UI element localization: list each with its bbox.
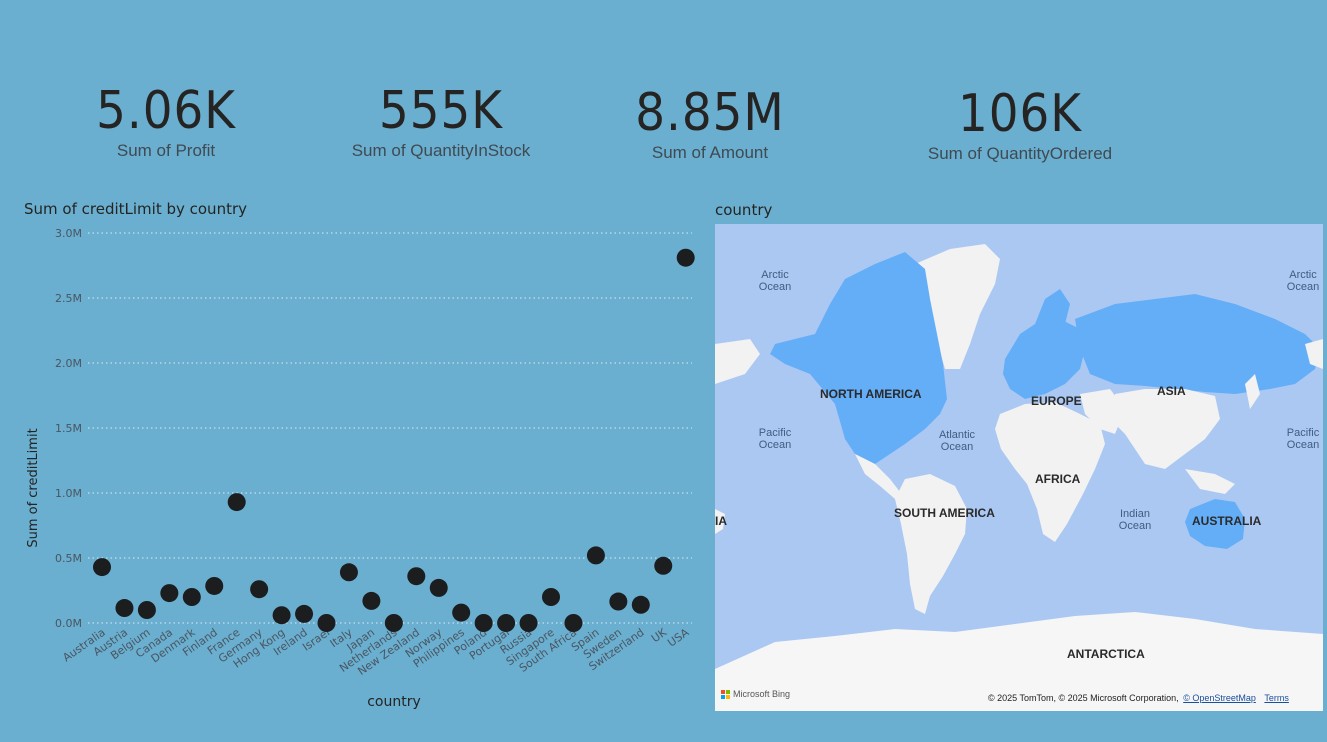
chart-gridlines (88, 232, 692, 624)
y-axis-ticks: 0.0M 0.5M 1.0M 1.5M 2.0M 2.5M 3.0M (55, 227, 82, 630)
scatter-point[interactable] (227, 493, 246, 512)
central-america-shape (855, 454, 905, 502)
map-canvas (715, 244, 1323, 711)
scatter-point[interactable] (339, 563, 358, 582)
europe-shape (1003, 319, 1085, 399)
y-tick-label: 0.5M (55, 552, 82, 565)
kpi-card-profit[interactable]: 5.06K Sum of Profit (46, 83, 286, 161)
y-tick-label: 2.0M (55, 357, 82, 370)
scatter-point[interactable] (384, 614, 403, 632)
scatter-point[interactable] (250, 580, 269, 599)
south-asia-shape (1110, 389, 1220, 469)
terms-link[interactable]: Terms (1264, 693, 1289, 703)
kpi-card-amount[interactable]: 8.85M Sum of Amount (600, 85, 820, 163)
antarctica-shape (715, 612, 1323, 711)
y-tick-label: 2.5M (55, 292, 82, 305)
y-tick-label: 0.0M (55, 617, 82, 630)
scatter-point[interactable] (295, 604, 314, 623)
scatter-point[interactable] (497, 614, 516, 632)
scatter-point[interactable] (564, 614, 583, 632)
bing-logo-label: Microsoft Bing (733, 689, 791, 699)
scatter-point[interactable] (93, 558, 111, 577)
attribution-text: © 2025 TomTom, © 2025 Microsoft Corporat… (988, 693, 1179, 703)
y-tick-label: 1.5M (55, 422, 82, 435)
australia-shape (1185, 499, 1245, 549)
scatter-point[interactable] (609, 592, 628, 611)
left-edge-land-shape (715, 339, 760, 384)
scatter-chart[interactable]: 0.0M 0.5M 1.0M 1.5M 2.0M 2.5M 3.0M AustraliaAu… (0, 218, 705, 718)
x-axis-label: country (367, 694, 421, 710)
kpi-value: 555K (379, 81, 503, 141)
map-attribution: © 2025 TomTom, © 2025 Microsoft Corporat… (988, 693, 1289, 703)
y-tick-label: 3.0M (55, 227, 82, 240)
continent-label-africa: AFRICA (1035, 472, 1081, 486)
continent-label-north-america: NORTH AMERICA (820, 387, 922, 401)
ocean-label: Atlantic Ocean (938, 429, 976, 453)
south-america-shape (895, 474, 967, 614)
asia-shape (1075, 294, 1320, 394)
kpi-card-quantity-in-stock[interactable]: 555K Sum of QuantityInStock (326, 83, 556, 161)
scatter-point[interactable] (205, 576, 224, 595)
y-tick-label: 1.0M (55, 487, 82, 500)
kpi-card-quantity-ordered[interactable]: 106K Sum of QuantityOrdered (900, 86, 1140, 164)
x-tick-label: USA (665, 626, 691, 650)
north-america-shape (770, 252, 947, 464)
scatter-point[interactable] (631, 595, 650, 614)
scatter-point[interactable] (452, 603, 471, 622)
ocean-label: Pacific Ocean (1286, 427, 1320, 451)
scatter-point[interactable] (272, 606, 291, 625)
ocean-label: Arctic Ocean (758, 269, 792, 293)
scatter-point[interactable] (429, 578, 448, 597)
kpi-label: Sum of QuantityOrdered (927, 144, 1113, 163)
africa-shape (995, 402, 1105, 542)
scatter-point[interactable] (182, 588, 201, 606)
left-edge-land-shape-2 (715, 509, 725, 534)
kpi-label: Sum of Profit (116, 141, 216, 160)
kpi-label: Sum of Amount (651, 143, 769, 162)
scatter-chart-title: Sum of creditLimit by country (24, 200, 248, 218)
scatter-point[interactable] (654, 556, 673, 575)
ocean-label: Pacific Ocean (758, 427, 792, 451)
continent-label-australia: AUSTRALIA (1192, 514, 1262, 528)
scatter-point[interactable] (586, 546, 605, 565)
scatter-point[interactable] (160, 584, 179, 603)
continent-label-antarctica: ANTARCTICA (1067, 647, 1145, 661)
scatter-point[interactable] (115, 599, 134, 618)
ocean-label: Arctic Ocean (1286, 269, 1320, 293)
scatter-point[interactable] (317, 614, 336, 632)
y-axis-label: Sum of creditLimit (26, 428, 41, 547)
japan-shape (1245, 374, 1260, 409)
ocean-label: Indian Ocean (1118, 508, 1152, 532)
kpi-value: 8.85M (635, 83, 785, 143)
se-asia-shape (1185, 469, 1235, 494)
scatter-point[interactable] (474, 614, 493, 632)
kpi-value: 5.06K (96, 81, 236, 141)
scatter-point[interactable] (519, 614, 538, 632)
continent-label-south-america: SOUTH AMERICA (894, 506, 995, 520)
kpi-label: Sum of QuantityInStock (351, 141, 531, 160)
scatter-point[interactable] (362, 591, 381, 610)
continent-label-asia-edge: IA (715, 514, 727, 528)
continent-label-europe: EUROPE (1031, 394, 1082, 408)
x-axis-ticks: AustraliaAustriaBelgiumCanadaDenmarkFinl… (60, 625, 691, 678)
scandinavia-shape (1035, 289, 1070, 324)
map-title: country (715, 201, 773, 219)
kpi-value: 106K (958, 84, 1082, 144)
world-map[interactable]: Arctic Ocean Arctic Ocean Pacific Ocean Pac… (715, 224, 1323, 711)
scatter-point[interactable] (137, 601, 156, 619)
chart-points (93, 248, 695, 632)
scatter-point[interactable] (542, 588, 560, 606)
openstreetmap-link[interactable]: © OpenStreetMap (1183, 693, 1256, 703)
scatter-point[interactable] (676, 248, 695, 267)
continent-label-asia: ASIA (1157, 384, 1186, 398)
right-edge-land-shape (1305, 339, 1323, 369)
scatter-point[interactable] (407, 567, 426, 586)
